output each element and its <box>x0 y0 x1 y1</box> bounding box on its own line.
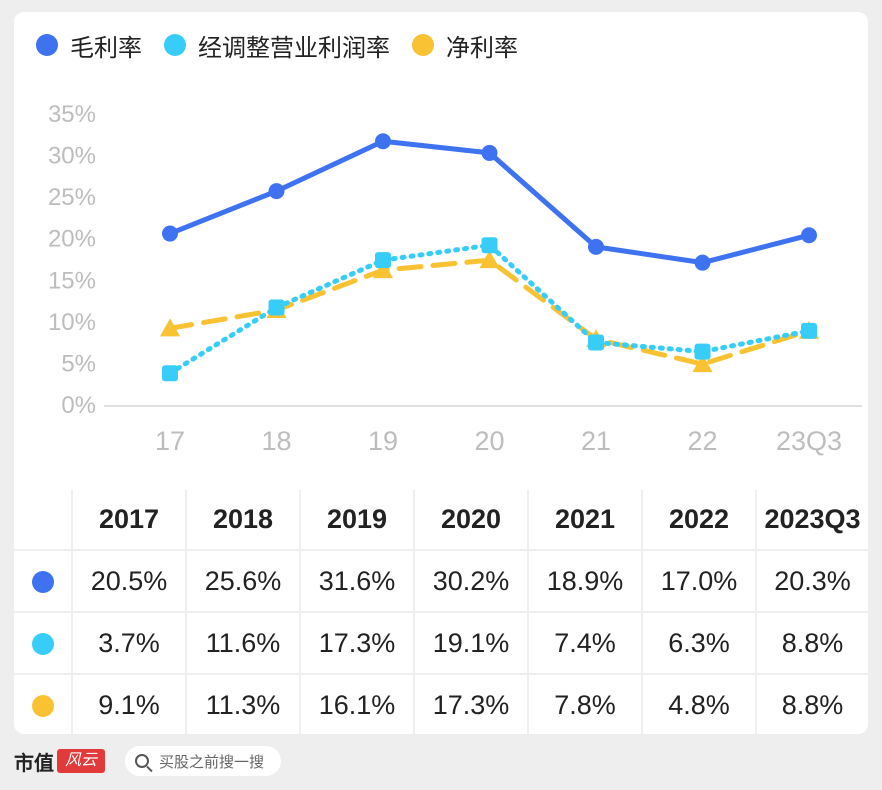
row-dot-adjusted <box>31 633 54 656</box>
table-cell: 17.3% <box>300 612 415 675</box>
table-header-cell: 2023Q3 <box>756 490 868 551</box>
table-cell: 17.3% <box>414 674 529 734</box>
data-point-adjusted <box>268 299 285 316</box>
table-cell: 16.1% <box>300 674 415 734</box>
table-cell: 11.3% <box>186 674 301 734</box>
table-cell: 3.7% <box>72 612 187 675</box>
legend-dot-adjusted <box>164 34 186 56</box>
table-cell: 19.1% <box>414 612 529 675</box>
table-corner-cell <box>14 490 73 551</box>
search-box[interactable]: 买股之前搜一搜 <box>125 746 281 776</box>
table-header-cell: 2021 <box>528 490 643 551</box>
legend-item-net: 净利率 <box>412 28 518 63</box>
table-cell: 20.5% <box>72 550 187 613</box>
table-cell: 4.8% <box>642 674 757 734</box>
y-tick-label: 35% <box>48 101 96 128</box>
table-cell: 30.2% <box>414 550 529 613</box>
brand-mark: 风云 <box>57 749 105 773</box>
line-chart: 0% 5% 10% 15% 20% 25% 30% 35% 17 18 19 20 21 22 23Q3 <box>48 101 862 456</box>
row-dot-gross <box>31 571 54 594</box>
chart-card: 0% 5% 10% 15% 20% 25% 30% 35% 17 18 19 20 21 22 23Q3 毛… <box>14 12 868 734</box>
data-point-net <box>160 318 180 337</box>
data-point-gross <box>375 133 391 150</box>
table-cell: 20.3% <box>756 550 868 613</box>
search-placeholder: 买股之前搜一搜 <box>159 753 265 771</box>
legend-label-gross: 毛利率 <box>70 34 142 62</box>
search-icon <box>135 754 149 768</box>
x-tick-label: 22 <box>687 426 717 456</box>
brand-logo: 市值 <box>14 752 54 775</box>
table-cell: 25.6% <box>186 550 301 613</box>
legend-label-adjusted: 经调整营业利润率 <box>198 34 390 62</box>
table-cell: 6.3% <box>642 612 757 675</box>
table-cell: 7.8% <box>528 674 643 734</box>
footer-bar: 市值 风云 买股之前搜一搜 <box>14 744 281 778</box>
legend-dot-net <box>412 34 434 56</box>
y-tick-label: 10% <box>48 309 96 336</box>
row-marker-net <box>14 674 73 734</box>
data-point-adjusted <box>801 322 817 339</box>
row-marker-adjusted <box>14 612 73 675</box>
legend-label-net: 净利率 <box>446 34 518 62</box>
table-cell: 31.6% <box>300 550 415 613</box>
data-point-gross <box>481 144 498 161</box>
table-row: 3.7% 11.6% 17.3% 19.1% 7.4% 6.3% 8.8% <box>14 612 868 675</box>
row-marker-gross <box>14 550 73 613</box>
row-dot-net <box>31 695 54 718</box>
x-tick-label: 23Q3 <box>776 426 842 456</box>
table-row: 20.5% 25.6% 31.6% 30.2% 18.9% 17.0% 20.3… <box>14 550 868 613</box>
table-cell: 18.9% <box>528 550 643 613</box>
legend-item-adjusted: 经调整营业利润率 <box>164 28 390 63</box>
data-point-net <box>479 250 500 269</box>
table-header-cell: 2017 <box>72 490 187 551</box>
y-tick-label: 5% <box>61 350 96 377</box>
table-cell: 17.0% <box>642 550 757 613</box>
x-tick-label: 20 <box>474 426 504 456</box>
table-header-cell: 2020 <box>414 490 529 551</box>
data-table: 2017 2018 2019 2020 2021 2022 2023Q3 20.… <box>14 490 868 734</box>
legend-item-gross: 毛利率 <box>36 28 142 63</box>
data-point-net <box>692 354 713 373</box>
data-point-net <box>373 260 393 279</box>
y-tick-label: 30% <box>48 143 96 170</box>
table-row: 9.1% 11.3% 16.1% 17.3% 7.8% 4.8% 8.8% <box>14 674 868 734</box>
table-cell: 7.4% <box>528 612 643 675</box>
data-point-adjusted <box>694 343 711 360</box>
table-cell: 9.1% <box>72 674 187 734</box>
data-point-adjusted <box>162 365 178 382</box>
data-point-adjusted <box>588 334 604 351</box>
data-point-gross <box>801 227 817 244</box>
table-header-cell: 2019 <box>300 490 415 551</box>
x-tick-label: 18 <box>261 426 291 456</box>
y-tick-label: 25% <box>48 184 96 211</box>
data-point-gross <box>162 225 178 242</box>
y-tick-label: 20% <box>48 226 96 253</box>
table-cell: 8.8% <box>756 612 868 675</box>
data-point-gross <box>268 183 285 200</box>
chart-legend: 毛利率 经调整营业利润率 净利率 <box>36 28 518 62</box>
table-cell: 11.6% <box>186 612 301 675</box>
data-point-gross <box>588 238 604 255</box>
table-header-cell: 2018 <box>186 490 301 551</box>
table-header-row: 2017 2018 2019 2020 2021 2022 2023Q3 <box>14 490 868 551</box>
data-point-gross <box>694 254 711 271</box>
x-tick-label: 19 <box>368 426 398 456</box>
x-tick-label: 21 <box>581 426 611 456</box>
y-tick-label: 0% <box>61 392 96 419</box>
legend-dot-gross <box>36 34 58 56</box>
data-point-adjusted <box>481 237 498 254</box>
table-cell: 8.8% <box>756 674 868 734</box>
y-tick-label: 15% <box>48 267 96 294</box>
data-point-adjusted <box>375 252 391 269</box>
x-tick-label: 17 <box>155 426 185 456</box>
table-header-cell: 2022 <box>642 490 757 551</box>
